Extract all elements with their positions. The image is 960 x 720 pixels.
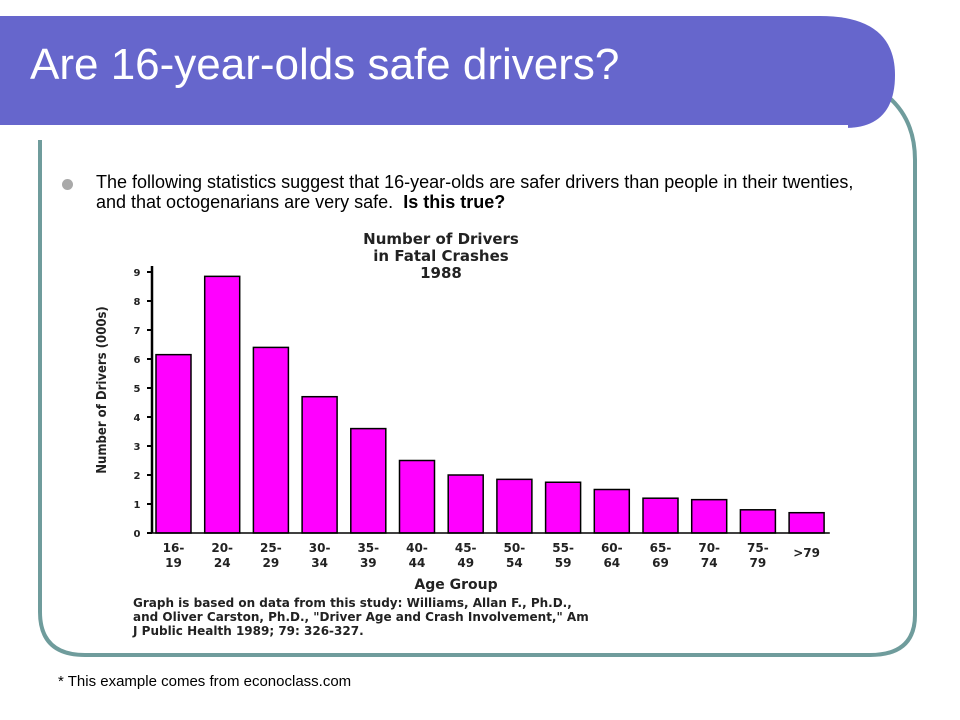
- bar: [398, 459, 436, 534]
- x-tick-label: 49: [457, 556, 474, 570]
- bullet-icon: [62, 179, 73, 190]
- x-tick-label: 70-: [698, 541, 720, 555]
- x-tick-label: 25-: [260, 541, 282, 555]
- bullet-paragraph: The following statistics suggest that 16…: [96, 172, 856, 212]
- x-axis-label: Age Group: [414, 577, 497, 593]
- x-tick-label: 79: [750, 556, 767, 570]
- y-tick-label: 0: [134, 529, 141, 540]
- source-note-line: and Oliver Carston, Ph.D., "Driver Age a…: [133, 610, 589, 624]
- bar: [544, 481, 582, 534]
- bullet-emphasis: Is this true?: [403, 192, 506, 212]
- x-tick-label: 44: [409, 556, 426, 570]
- bar: [301, 395, 338, 534]
- footnote: * This example comes from econoclass.com: [58, 673, 352, 690]
- x-tick-label: 65-: [650, 541, 672, 555]
- y-tick-label: 8: [134, 297, 141, 308]
- y-tick-label: 2: [134, 471, 141, 482]
- y-tick-label: 1: [134, 500, 141, 511]
- source-note-line: J Public Health 1989; 79: 326-327.: [132, 624, 364, 638]
- chart-title-line: Number of Drivers: [363, 230, 519, 248]
- bar: [447, 474, 484, 534]
- x-tick-label: 35-: [357, 541, 379, 555]
- bar: [642, 497, 679, 534]
- bar: [788, 511, 825, 534]
- y-tick-label: 9: [134, 268, 141, 279]
- y-tick-label: 7: [134, 326, 141, 337]
- y-tick-label: 3: [134, 442, 141, 453]
- x-tick-label: 40-: [406, 541, 428, 555]
- title-underline: [0, 125, 848, 131]
- y-tick-label: 4: [134, 413, 141, 424]
- bar: [593, 488, 631, 534]
- title-bar: [0, 16, 895, 128]
- x-tick-label: 19: [165, 556, 182, 570]
- source-note-line: Graph is based on data from this study: …: [133, 596, 572, 610]
- x-tick-label: 74: [701, 556, 718, 570]
- slide-border: [38, 76, 917, 657]
- x-tick-label: 30-: [309, 541, 331, 555]
- x-tick-label: 64: [603, 556, 620, 570]
- x-tick-label: 29: [263, 556, 280, 570]
- x-tick-label: 16-: [163, 541, 185, 555]
- slide-title: Are 16-year-olds safe drivers?: [30, 40, 620, 89]
- x-tick-label: 50-: [504, 541, 526, 555]
- x-tick-label: 60-: [601, 541, 623, 555]
- x-tick-label: >79: [793, 546, 820, 560]
- x-tick-label: 75-: [747, 541, 769, 555]
- chart-title-line: 1988: [420, 264, 462, 282]
- x-tick-label: 54: [506, 556, 523, 570]
- x-tick-label: 39: [360, 556, 377, 570]
- bar: [739, 509, 777, 534]
- bar: [252, 346, 290, 534]
- bullet-text: The following statistics suggest that 16…: [96, 172, 854, 212]
- bar: [155, 353, 192, 534]
- bar: [690, 498, 728, 534]
- y-tick-label: 6: [134, 355, 141, 366]
- x-tick-label: 24: [214, 556, 231, 570]
- bar: [496, 478, 533, 534]
- x-tick-label: 34: [311, 556, 328, 570]
- x-tick-label: 45-: [455, 541, 477, 555]
- x-tick-label: 59: [555, 556, 572, 570]
- bar: [203, 275, 241, 534]
- x-tick-label: 20-: [211, 541, 233, 555]
- y-axis-label: Number of Drivers (000s): [95, 306, 110, 474]
- y-tick-label: 5: [134, 384, 141, 395]
- x-tick-label: 69: [652, 556, 669, 570]
- x-tick-label: 55-: [552, 541, 574, 555]
- bar: [350, 427, 387, 534]
- chart-title-line: in Fatal Crashes: [373, 247, 508, 265]
